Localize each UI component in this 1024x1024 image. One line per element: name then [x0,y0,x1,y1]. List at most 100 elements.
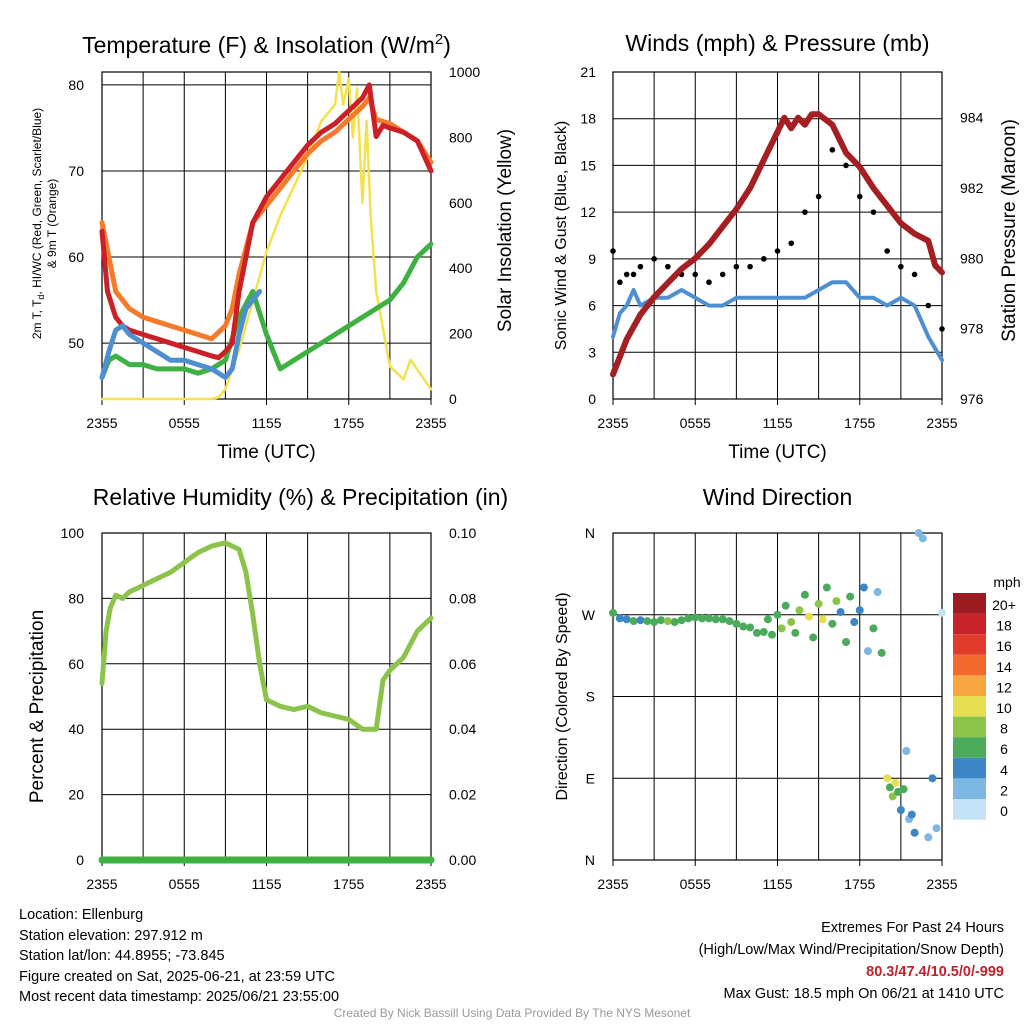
direction-point [629,617,638,626]
y-tick-label: W [582,607,596,623]
chart-title: Wind Direction [703,484,853,510]
y-tick-label-left: 12 [580,204,596,220]
y-tick-label-left: 21 [580,64,596,80]
x-tick-label: 2355 [597,415,628,431]
x-tick-label: 2355 [86,876,117,892]
direction-point [828,619,837,628]
direction-point [725,617,734,626]
y-tick-label-right: 0.06 [449,656,476,672]
direction-point [746,623,755,632]
gust-point [692,271,699,278]
legend-label: 18 [996,618,1012,634]
y-axis-label-right: Station Pressure (Maroon) [999,119,1020,342]
x-tick-label: 0555 [680,415,711,431]
x-tick-label: 1155 [762,876,792,892]
title-sup: 2 [435,31,443,48]
y-tick-label-right: 980 [960,250,984,266]
direction-point [773,610,782,619]
direction-point [873,588,882,597]
series-line [99,288,263,380]
direction-point [869,624,878,633]
label-part: , HI/WC (Red, Green, Scarlet/Blue) [30,108,44,295]
gust-point [856,193,863,200]
y-tick-label-right: 1000 [449,64,480,80]
y-tick-label-left: 18 [580,111,596,127]
x-tick-label: 2355 [926,876,957,892]
y-tick-label-right: 0 [449,391,457,407]
y-axis-label-left: Sonic Wind & Gust (Blue, Black) [553,121,570,350]
label-part: 2m T, T [30,299,44,339]
direction-point [855,606,864,615]
y-tick-label-left: 100 [61,525,85,541]
gust-point [651,256,657,262]
direction-point [846,592,855,601]
legend-swatch [953,634,986,655]
direction-point [663,617,672,626]
direction-point [800,590,809,599]
direction-point [914,529,923,537]
direction-point [814,599,823,608]
x-tick-label: 2355 [415,415,446,431]
gust-point [610,248,616,254]
y-tick-label-right: 0.04 [449,721,476,737]
legend-swatch [953,654,986,676]
legend-label: 0 [1000,803,1008,819]
direction-point [885,783,894,792]
legend-swatch [953,757,986,779]
gust-point [774,248,781,254]
direction-point [907,810,916,819]
y-tick-label: N [585,525,595,541]
x-axis-label: Time (UTC) [217,442,316,463]
legend-label: 4 [1000,762,1008,778]
direction-point [859,583,868,592]
direction-point [656,616,665,625]
direction-point [615,614,624,623]
series-line [99,82,434,361]
gust-point [733,263,740,270]
x-tick-label: 1155 [251,876,281,892]
y-tick-label-left: 6 [588,298,596,314]
direction-point [609,608,617,617]
y-axis-label-left: 2m T, Td, HI/WC (Red, Green, Scarlet/Blu… [30,108,46,339]
direction-point [902,747,911,755]
direction-point [896,806,905,815]
direction-point [698,614,707,623]
x-tick-label: 1755 [333,415,364,431]
gust-point [939,326,945,332]
direction-point [718,615,727,624]
gust-point [747,263,753,270]
legend-swatch [953,696,986,717]
series-line [99,241,434,380]
y-tick-label-left: 15 [580,157,596,173]
legend-swatch [953,613,986,635]
gust-point [815,193,822,200]
y-tick-label-right: 976 [960,391,984,407]
chart-title: Temperature (F) & Insolation (W/m2) [82,31,451,58]
direction-point [938,608,946,617]
y-tick-label-right: 0.10 [449,525,476,541]
created-text: Figure created on Sat, 2025-06-21, at 23… [19,968,335,985]
gust-point [870,209,877,215]
direction-point [795,606,804,615]
direction-point [781,601,790,610]
gust-point [617,279,623,286]
gust-point [760,256,767,262]
legend-label: 16 [996,638,1012,654]
legend-swatch [953,799,986,820]
legend-label: 10 [996,700,1012,716]
x-tick-label: 2355 [86,415,117,431]
chart-title: Winds (mph) & Pressure (mb) [625,30,929,56]
direction-point [924,833,933,842]
direction-point [832,597,841,606]
panel-4 [609,529,946,866]
panel-2 [610,71,945,405]
x-tick-label: 1755 [333,876,364,892]
humidity-line [99,540,434,732]
y-tick-label: N [585,852,595,868]
y-axis-label-left: Percent & Precipitation [27,610,48,803]
direction-point [777,624,786,633]
direction-point [918,534,927,543]
x-tick-label: 1155 [762,415,792,431]
y-tick-label-right: 0.08 [449,590,476,606]
elevation-text: Station elevation: 297.912 m [19,927,203,944]
